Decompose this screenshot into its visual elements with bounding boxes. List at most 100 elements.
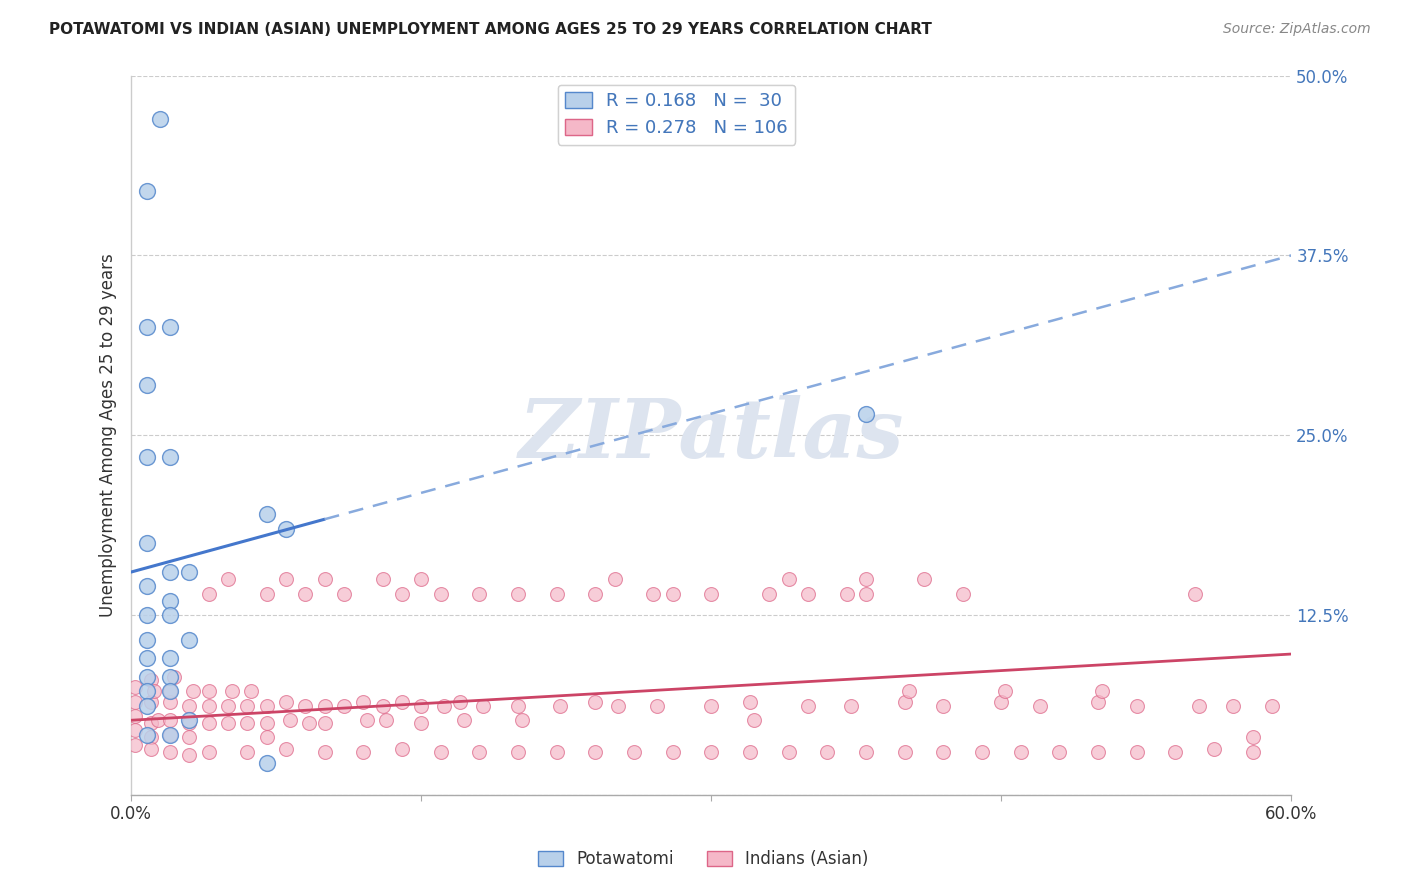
Point xyxy=(159,320,181,334)
Text: POTAWATOMI VS INDIAN (ASIAN) UNEMPLOYMENT AMONG AGES 25 TO 29 YEARS CORRELATION : POTAWATOMI VS INDIAN (ASIAN) UNEMPLOYMEN… xyxy=(49,22,932,37)
Point xyxy=(1164,745,1187,759)
Legend: Potawatomi, Indians (Asian): Potawatomi, Indians (Asian) xyxy=(531,844,875,875)
Point xyxy=(135,320,157,334)
Point xyxy=(197,745,219,759)
Point xyxy=(607,698,630,713)
Point xyxy=(1202,742,1225,756)
Point xyxy=(181,684,204,698)
Point xyxy=(700,698,723,713)
Point xyxy=(135,184,157,198)
Point xyxy=(139,673,162,687)
Point xyxy=(970,745,993,759)
Point xyxy=(135,728,157,742)
Point xyxy=(139,742,162,756)
Point xyxy=(135,378,157,392)
Point xyxy=(314,572,336,586)
Point xyxy=(583,745,606,759)
Point xyxy=(433,698,456,713)
Point xyxy=(411,698,433,713)
Point xyxy=(893,745,915,759)
Point xyxy=(797,586,820,600)
Point xyxy=(124,694,146,708)
Point xyxy=(429,586,451,600)
Point xyxy=(855,745,877,759)
Point xyxy=(236,745,259,759)
Point xyxy=(135,684,157,698)
Point xyxy=(990,694,1012,708)
Point xyxy=(179,698,201,713)
Point xyxy=(546,745,568,759)
Point xyxy=(256,698,278,713)
Point xyxy=(159,684,181,698)
Point xyxy=(333,698,356,713)
Point xyxy=(159,450,181,464)
Point xyxy=(449,694,471,708)
Point xyxy=(159,684,181,698)
Point xyxy=(139,716,162,731)
Point xyxy=(758,586,780,600)
Point xyxy=(236,716,259,731)
Point xyxy=(236,698,259,713)
Point xyxy=(179,731,201,745)
Point xyxy=(700,586,723,600)
Point xyxy=(472,698,495,713)
Point xyxy=(135,651,157,665)
Point xyxy=(135,536,157,550)
Point xyxy=(583,694,606,708)
Point xyxy=(411,572,433,586)
Point xyxy=(294,586,316,600)
Point xyxy=(139,731,162,745)
Point xyxy=(550,698,572,713)
Point xyxy=(159,594,181,608)
Point xyxy=(506,745,529,759)
Point xyxy=(159,651,181,665)
Point xyxy=(148,713,170,727)
Point xyxy=(932,745,955,759)
Point xyxy=(661,745,683,759)
Point xyxy=(256,508,278,522)
Point xyxy=(274,572,297,586)
Point xyxy=(139,694,162,708)
Point xyxy=(135,579,157,593)
Point xyxy=(510,713,533,727)
Point xyxy=(1087,694,1109,708)
Point xyxy=(163,670,186,684)
Point xyxy=(159,728,181,742)
Point xyxy=(855,407,877,421)
Point xyxy=(994,684,1017,698)
Point xyxy=(274,742,297,756)
Point xyxy=(429,745,451,759)
Point xyxy=(149,112,172,126)
Point xyxy=(159,670,181,684)
Point xyxy=(546,586,568,600)
Point xyxy=(159,745,181,759)
Point xyxy=(159,728,181,742)
Point xyxy=(738,694,761,708)
Point xyxy=(1010,745,1032,759)
Point xyxy=(453,713,475,727)
Point xyxy=(124,738,146,752)
Point xyxy=(1125,745,1147,759)
Text: ZIPatlas: ZIPatlas xyxy=(519,395,904,475)
Point xyxy=(1241,731,1264,745)
Point xyxy=(179,632,201,647)
Point xyxy=(197,586,219,600)
Point xyxy=(855,586,877,600)
Point xyxy=(256,586,278,600)
Point xyxy=(1184,586,1206,600)
Legend: R = 0.168   N =  30, R = 0.278   N = 106: R = 0.168 N = 30, R = 0.278 N = 106 xyxy=(558,85,796,145)
Point xyxy=(411,716,433,731)
Point xyxy=(197,684,219,698)
Point xyxy=(1222,698,1244,713)
Point xyxy=(124,723,146,738)
Point xyxy=(391,586,413,600)
Text: Source: ZipAtlas.com: Source: ZipAtlas.com xyxy=(1223,22,1371,37)
Point xyxy=(356,713,378,727)
Point xyxy=(643,586,665,600)
Point xyxy=(217,698,239,713)
Point xyxy=(135,670,157,684)
Point xyxy=(1187,698,1209,713)
Point xyxy=(371,572,394,586)
Point xyxy=(661,586,683,600)
Point xyxy=(468,586,491,600)
